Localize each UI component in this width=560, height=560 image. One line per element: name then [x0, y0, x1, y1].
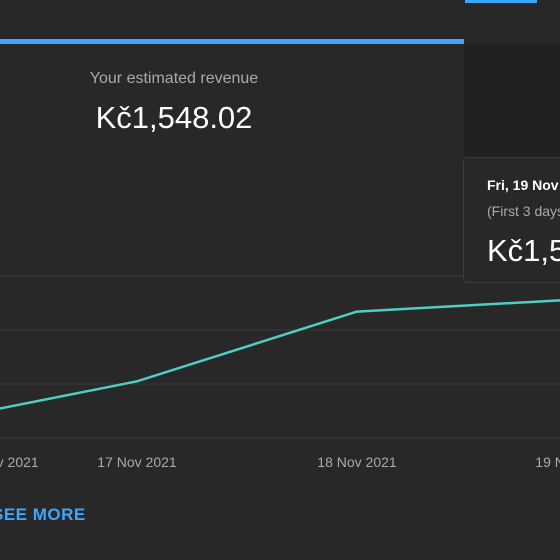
x-tick-label: 18 Nov 2021: [317, 454, 397, 470]
selected-tab-indicator: [0, 39, 464, 44]
tab-indicator-stub: [465, 0, 537, 3]
x-tick-label: 16 Nov 2021: [0, 454, 39, 470]
tooltip-value: Kč1,548.02: [487, 233, 560, 268]
metric-label: Your estimated revenue: [89, 70, 259, 87]
metric-value: Kč1,548.02: [95, 100, 253, 135]
revenue-series-line: [0, 299, 560, 410]
revenue-metric[interactable]: Your estimated revenue Kč1,548.02: [0, 70, 348, 136]
x-tick-label: 19 Nov 2021: [535, 454, 560, 470]
chart-tooltip: Fri, 19 Nov 2021 (First 3 days) Kč1,548.…: [463, 157, 560, 283]
x-tick-label: 17 Nov 2021: [97, 454, 177, 470]
see-more-link[interactable]: SEE MORE: [0, 505, 86, 524]
tooltip-date: Fri, 19 Nov 2021: [487, 177, 560, 193]
tooltip-note: (First 3 days): [487, 203, 560, 219]
